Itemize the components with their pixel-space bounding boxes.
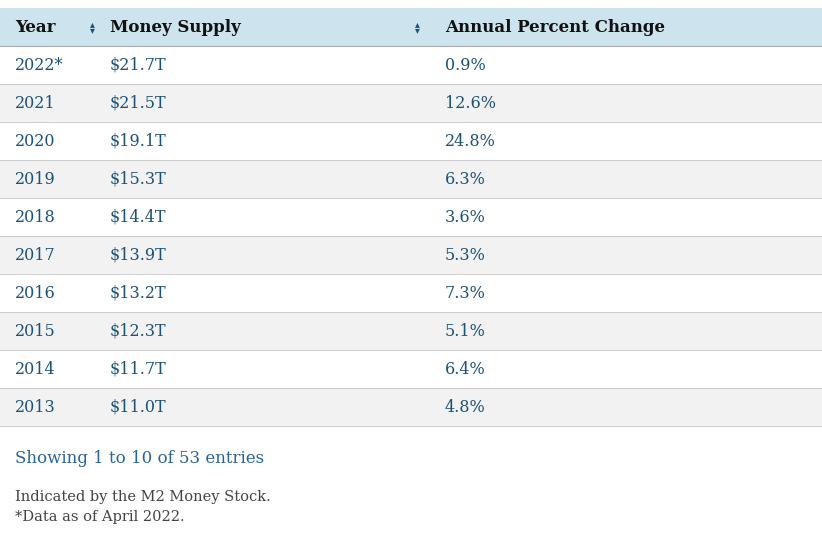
Text: Showing 1 to 10 of 53 entries: Showing 1 to 10 of 53 entries	[15, 450, 264, 467]
Bar	[0, 46, 822, 84]
Text: $12.3T: $12.3T	[110, 323, 167, 339]
Text: ▴: ▴	[415, 19, 420, 29]
Text: 2020: 2020	[15, 132, 56, 149]
Text: ▾: ▾	[415, 25, 420, 35]
Text: Money Supply: Money Supply	[110, 18, 241, 36]
Text: $13.9T: $13.9T	[110, 247, 167, 263]
Text: 2018: 2018	[15, 209, 56, 225]
Text: $13.2T: $13.2T	[110, 285, 167, 301]
Text: $14.4T: $14.4T	[110, 209, 167, 225]
Text: $21.7T: $21.7T	[110, 56, 167, 73]
Text: 3.6%: 3.6%	[445, 209, 486, 225]
Bar	[0, 122, 822, 160]
Text: Annual Percent Change: Annual Percent Change	[445, 18, 665, 36]
Text: 24.8%: 24.8%	[445, 132, 496, 149]
Text: 2017: 2017	[15, 247, 56, 263]
Bar	[0, 236, 822, 274]
Text: 7.3%: 7.3%	[445, 285, 486, 301]
Text: $15.3T: $15.3T	[110, 170, 167, 187]
Bar	[0, 388, 822, 426]
Text: 12.6%: 12.6%	[445, 94, 496, 111]
Bar	[0, 350, 822, 388]
Bar	[0, 8, 822, 46]
Text: 5.1%: 5.1%	[445, 323, 486, 339]
Bar	[0, 312, 822, 350]
Text: *Data as of April 2022.: *Data as of April 2022.	[15, 510, 185, 524]
Bar	[0, 274, 822, 312]
Text: Indicated by the M2 Money Stock.: Indicated by the M2 Money Stock.	[15, 490, 270, 504]
Text: 6.3%: 6.3%	[445, 170, 486, 187]
Text: $19.1T: $19.1T	[110, 132, 167, 149]
Text: 2022*: 2022*	[15, 56, 63, 73]
Text: 6.4%: 6.4%	[445, 361, 486, 377]
Text: $11.7T: $11.7T	[110, 361, 167, 377]
Bar	[0, 160, 822, 198]
Text: $11.0T: $11.0T	[110, 399, 167, 415]
Text: 2019: 2019	[15, 170, 56, 187]
Text: ▴: ▴	[90, 19, 95, 29]
Text: 2021: 2021	[15, 94, 56, 111]
Text: ▾: ▾	[90, 25, 95, 35]
Text: Year: Year	[15, 18, 56, 36]
Text: $21.5T: $21.5T	[110, 94, 167, 111]
Text: 2014: 2014	[15, 361, 56, 377]
Text: 0.9%: 0.9%	[445, 56, 486, 73]
Text: 2015: 2015	[15, 323, 56, 339]
Text: 2013: 2013	[15, 399, 56, 415]
Text: 4.8%: 4.8%	[445, 399, 486, 415]
Text: 5.3%: 5.3%	[445, 247, 486, 263]
Bar	[0, 198, 822, 236]
Bar	[0, 84, 822, 122]
Text: 2016: 2016	[15, 285, 56, 301]
